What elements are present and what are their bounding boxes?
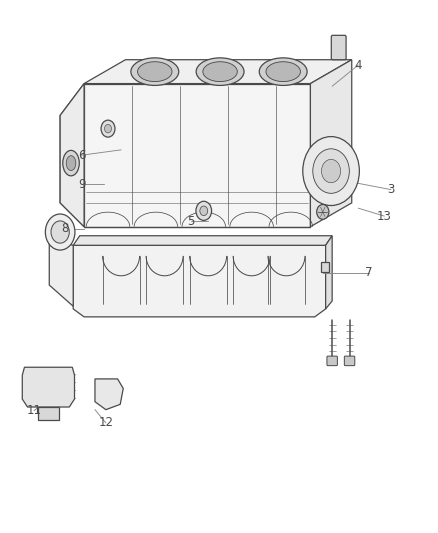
FancyBboxPatch shape	[331, 35, 346, 60]
Circle shape	[196, 201, 212, 220]
Text: 12: 12	[99, 416, 113, 430]
Circle shape	[101, 120, 115, 137]
FancyBboxPatch shape	[344, 356, 355, 366]
Polygon shape	[84, 84, 311, 227]
Text: 9: 9	[78, 178, 86, 191]
Circle shape	[321, 159, 341, 183]
Polygon shape	[311, 60, 352, 227]
Ellipse shape	[63, 150, 79, 176]
FancyBboxPatch shape	[327, 356, 337, 366]
Ellipse shape	[138, 62, 172, 82]
Circle shape	[303, 136, 359, 206]
Circle shape	[200, 206, 208, 216]
Ellipse shape	[203, 62, 237, 82]
Ellipse shape	[196, 58, 244, 85]
Circle shape	[313, 149, 350, 193]
Polygon shape	[49, 240, 73, 306]
Polygon shape	[38, 407, 59, 420]
Text: 13: 13	[377, 209, 392, 223]
Polygon shape	[73, 245, 325, 317]
Polygon shape	[60, 84, 84, 227]
Circle shape	[46, 214, 75, 250]
FancyBboxPatch shape	[321, 262, 329, 272]
Ellipse shape	[266, 62, 300, 82]
Circle shape	[51, 221, 69, 243]
Polygon shape	[60, 84, 84, 227]
Text: 8: 8	[61, 222, 68, 236]
Ellipse shape	[131, 58, 179, 85]
Text: 3: 3	[387, 183, 395, 196]
Polygon shape	[22, 367, 74, 407]
Text: 5: 5	[187, 215, 194, 228]
Polygon shape	[325, 236, 332, 309]
Ellipse shape	[259, 58, 307, 85]
Polygon shape	[73, 236, 332, 245]
Circle shape	[105, 124, 112, 133]
Text: 11: 11	[27, 404, 42, 417]
Polygon shape	[95, 379, 123, 410]
Circle shape	[317, 205, 329, 219]
Ellipse shape	[66, 156, 76, 171]
Polygon shape	[84, 60, 352, 84]
Text: 6: 6	[78, 149, 86, 161]
Text: 4: 4	[354, 59, 362, 71]
Text: 7: 7	[365, 266, 373, 279]
